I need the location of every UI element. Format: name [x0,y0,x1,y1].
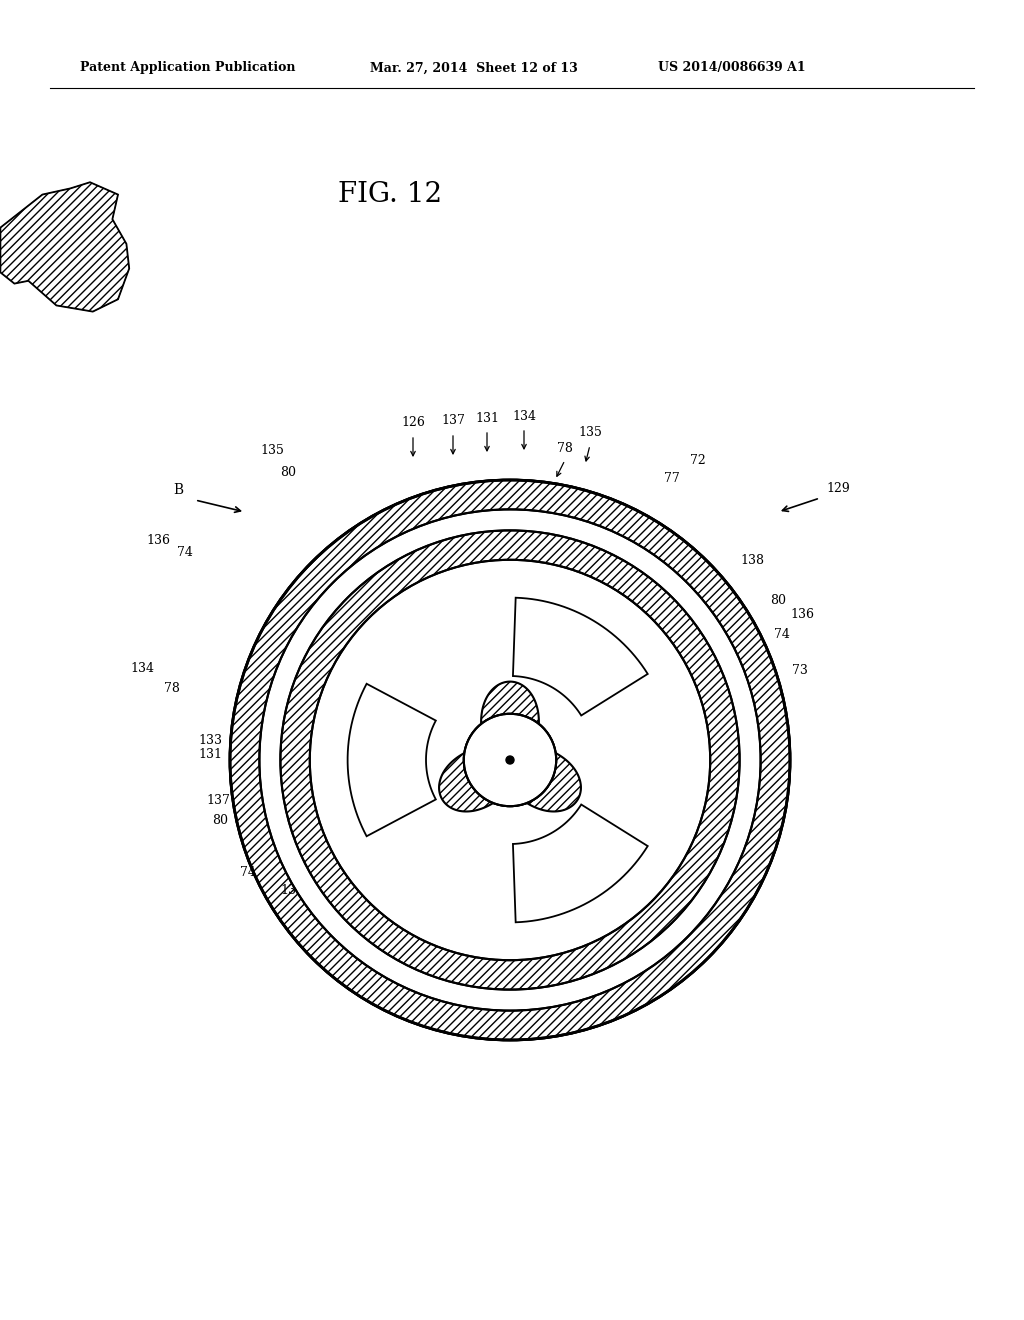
Text: 133: 133 [428,944,452,957]
Text: 126: 126 [401,416,425,429]
Polygon shape [439,681,581,812]
Text: Patent Application Publication: Patent Application Publication [80,62,296,74]
Text: B: B [173,483,183,498]
Text: 80: 80 [212,813,228,826]
Text: 131: 131 [475,412,499,425]
Text: 78: 78 [570,903,586,916]
Text: 136: 136 [790,609,814,622]
Text: 135: 135 [579,425,602,438]
Text: 134: 134 [130,661,154,675]
Polygon shape [513,598,648,715]
Text: 72: 72 [690,454,706,466]
Text: 129: 129 [826,482,850,495]
Text: 74: 74 [240,866,256,879]
Text: 73: 73 [792,664,808,676]
Text: 134: 134 [606,913,630,927]
Polygon shape [0,182,129,312]
Text: 137: 137 [632,833,656,846]
Text: 135: 135 [260,444,284,457]
Text: f2: f2 [476,693,488,706]
Wedge shape [230,480,790,1040]
Text: US 2014/0086639 A1: US 2014/0086639 A1 [658,62,806,74]
Text: 136: 136 [146,533,170,546]
Text: 135: 135 [428,925,452,939]
Text: 75: 75 [710,832,726,845]
Text: 138: 138 [740,553,764,566]
Circle shape [259,510,761,1011]
Text: 138: 138 [348,906,372,919]
Text: 133: 133 [198,734,222,747]
Text: F: F [451,735,460,748]
Circle shape [506,756,514,764]
Text: FIG. 12: FIG. 12 [338,181,442,209]
Text: 80: 80 [280,466,296,479]
Text: 74: 74 [774,627,790,640]
Text: Mar. 27, 2014  Sheet 12 of 13: Mar. 27, 2014 Sheet 12 of 13 [370,62,578,74]
Circle shape [310,560,711,960]
Text: 76: 76 [677,824,693,837]
Polygon shape [347,684,436,837]
Wedge shape [281,531,739,990]
Text: 137: 137 [206,793,230,807]
Text: 137: 137 [441,413,465,426]
Text: 131: 131 [536,906,560,919]
Text: A: A [523,755,532,768]
Circle shape [464,714,556,807]
Text: 77: 77 [665,471,680,484]
Text: 131: 131 [198,748,222,762]
Text: 77: 77 [395,916,411,928]
Text: 136: 136 [280,883,304,896]
Text: 78: 78 [557,441,573,454]
Text: 78: 78 [164,681,180,694]
Circle shape [230,480,790,1040]
Text: 134: 134 [512,409,536,422]
Text: 80: 80 [770,594,786,606]
Text: 74: 74 [177,545,193,558]
Circle shape [464,714,556,807]
Polygon shape [513,804,648,923]
Text: f1: f1 [514,718,526,731]
